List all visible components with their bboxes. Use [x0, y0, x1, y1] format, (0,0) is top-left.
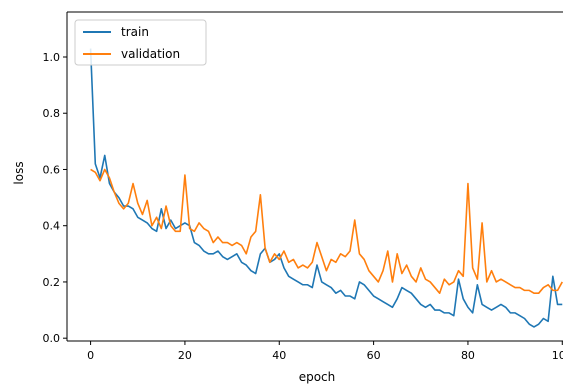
y-tick-label: 1.0: [43, 51, 61, 64]
legend-label-validation: validation: [121, 47, 180, 61]
x-axis-label: epoch: [299, 370, 336, 384]
axes: 0 20 40 60 80 100 0.0 0.2 0.4 0.6 0.8 1.0: [43, 11, 563, 362]
y-tick-label: 0.6: [43, 163, 61, 176]
x-tick-label: 100: [552, 349, 563, 362]
y-tick-label: 0.8: [43, 107, 61, 120]
x-tick-label: 0: [87, 349, 94, 362]
series-line-train: [89, 48, 563, 328]
legend: train validation: [74, 19, 207, 66]
x-tick-label: 20: [178, 349, 192, 362]
series-line-validation: [90, 168, 563, 295]
x-tick-label: 40: [272, 349, 286, 362]
x-tick-label: 80: [461, 349, 475, 362]
y-tick-label: 0.2: [43, 276, 61, 289]
y-axis-label: loss: [12, 161, 26, 184]
legend-label-train: train: [121, 25, 149, 39]
y-tick-label: 0.0: [43, 332, 61, 345]
x-tick-label: 60: [367, 349, 381, 362]
plot-area: [89, 48, 563, 328]
y-tick-label: 0.4: [43, 220, 61, 233]
